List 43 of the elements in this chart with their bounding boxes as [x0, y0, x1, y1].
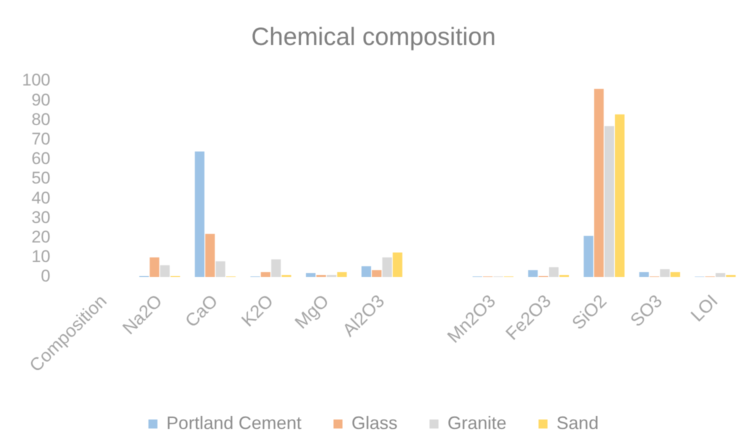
x-tick-label: CaO	[181, 290, 222, 332]
legend-label: Granite	[448, 412, 507, 433]
bar	[260, 272, 270, 277]
bar	[216, 261, 226, 277]
bar	[361, 266, 372, 277]
bar	[205, 234, 215, 277]
bar	[337, 272, 347, 277]
bar	[194, 152, 204, 277]
bar	[160, 265, 170, 277]
x-tick-label: LOI	[686, 290, 722, 326]
y-tick-label: 90	[31, 90, 50, 110]
y-tick-label: 30	[31, 208, 50, 227]
bar	[639, 272, 649, 277]
y-tick-label: 10	[31, 247, 50, 266]
legend-label: Sand	[556, 412, 599, 433]
bar	[548, 267, 559, 277]
y-tick-label: 20	[31, 227, 50, 246]
bar	[271, 259, 281, 277]
bar	[528, 270, 538, 277]
y-tick-label: 100	[22, 70, 50, 90]
bar	[372, 270, 382, 277]
bar	[382, 257, 392, 277]
legend-label: Portland Cement	[166, 412, 302, 433]
bar	[150, 257, 160, 277]
y-tick-label: 70	[31, 129, 50, 148]
bar	[670, 272, 680, 277]
y-tick-label: 80	[31, 110, 50, 129]
bar	[594, 88, 604, 277]
bar	[392, 252, 402, 277]
chart-title: Chemical composition	[251, 22, 496, 51]
x-tick-label: K2O	[238, 290, 278, 330]
bar	[614, 114, 625, 277]
bar	[660, 269, 670, 277]
y-tick-label: 0	[40, 266, 50, 286]
bar	[584, 236, 594, 277]
y-tick-label: 40	[31, 188, 50, 208]
bar	[604, 126, 614, 277]
y-tick-label: 60	[31, 149, 50, 168]
bar	[306, 273, 316, 277]
bar	[716, 273, 726, 277]
legend-label: Glass	[351, 412, 398, 433]
x-tick-label: SO3	[626, 290, 666, 330]
y-tick-label: 50	[31, 168, 50, 188]
